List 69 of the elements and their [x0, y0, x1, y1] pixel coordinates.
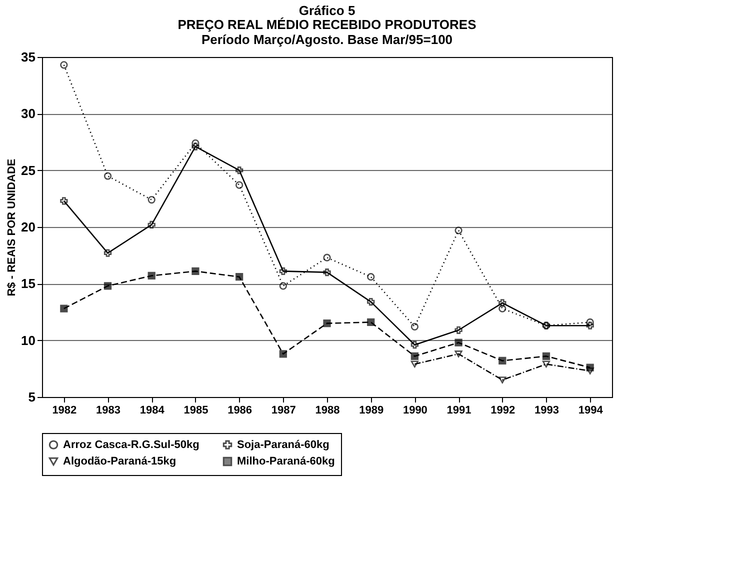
point: [323, 254, 331, 262]
point: [148, 196, 156, 204]
y-tick-label: 25: [21, 162, 36, 178]
point: [279, 282, 287, 290]
point: [410, 322, 419, 331]
x-tick-label: 1986: [228, 404, 252, 416]
point: [192, 139, 200, 147]
x-tick-label: 1982: [52, 404, 77, 416]
point: [586, 318, 594, 326]
x-tick-label: 1987: [271, 404, 296, 416]
legend-label: Algodão-Paraná-15kg: [63, 456, 176, 468]
point: [279, 267, 287, 276]
point: [104, 282, 112, 290]
point: [586, 368, 594, 374]
point: [542, 360, 550, 368]
point: [192, 267, 200, 276]
y-tick-label: 15: [21, 276, 36, 292]
text: Período Março/Agosto. Base Mar/95=100: [201, 32, 453, 47]
point: [60, 304, 68, 312]
x-tick-label: 1994: [578, 404, 604, 416]
y-axis-title: R$ - REAIS POR UNIDADE: [6, 158, 18, 296]
x-tick-label: 1993: [534, 404, 559, 416]
point: [410, 360, 419, 368]
point: [235, 273, 244, 281]
legend-label: Soja-Paraná-60kg: [237, 438, 330, 451]
x-tick-label: 1992: [490, 404, 516, 416]
point: [192, 142, 200, 150]
point: [148, 272, 156, 280]
point: [60, 197, 68, 205]
x-tick-label: 1988: [315, 404, 340, 416]
point: [498, 356, 506, 365]
y-tick-label: 30: [21, 106, 36, 122]
y-tick-label: 20: [21, 220, 36, 234]
x-tick-label: 1985: [184, 404, 208, 416]
chart-subtitle: PREÇO REAL MÉDIO RECEBIDO PRODUTORES: [178, 17, 477, 32]
point: [235, 166, 244, 174]
point: [367, 273, 375, 281]
point: [104, 172, 112, 180]
point: [586, 322, 594, 330]
point: [60, 61, 68, 69]
legend-label: Milho-Paraná-60kg: [237, 456, 335, 468]
point: [454, 226, 462, 234]
y-tick-label: 5: [28, 390, 36, 404]
x-tick-label: 1990: [402, 404, 428, 416]
point: [367, 298, 375, 306]
y-tick-label: 10: [21, 332, 36, 348]
point: [498, 376, 506, 384]
point: [410, 352, 419, 360]
point: [367, 318, 375, 326]
x-tick-label: 1984: [140, 404, 166, 416]
point: [279, 350, 287, 358]
y-tick-label: 35: [21, 50, 36, 64]
point: [542, 352, 550, 360]
point: [235, 181, 244, 189]
point: [454, 326, 462, 334]
point: [498, 299, 506, 307]
point: [148, 220, 156, 229]
point: [454, 350, 462, 358]
point: [454, 338, 462, 346]
x-tick-label: 1983: [96, 404, 121, 416]
point: [498, 304, 506, 312]
x-tick-label: 1989: [359, 404, 384, 416]
x-tick-label: 1991: [446, 404, 472, 416]
point: [410, 341, 419, 349]
point: [104, 249, 112, 257]
point: [323, 320, 331, 328]
legend-label: Arroz Casca-R.G.Sul-50kg: [63, 438, 200, 451]
point: [323, 268, 331, 276]
chart-title: Gráfico 5: [298, 3, 356, 18]
